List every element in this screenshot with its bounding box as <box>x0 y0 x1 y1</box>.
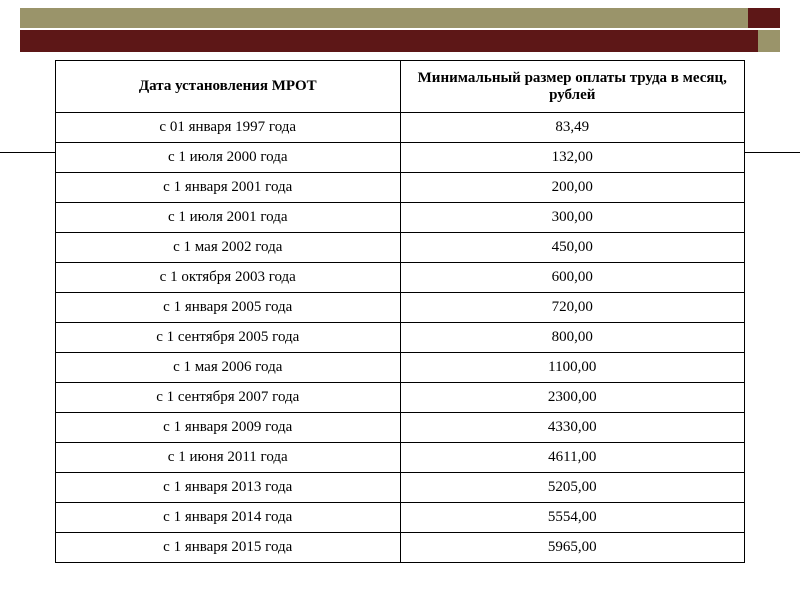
mrot-table-container: Дата установления МРОТ Минимальный разме… <box>55 60 745 563</box>
cell-amount: 5554,00 <box>400 503 745 533</box>
table-row: с 1 сентября 2005 года 800,00 <box>56 323 745 353</box>
cell-date: с 1 января 2005 года <box>56 293 401 323</box>
cell-amount: 1100,00 <box>400 353 745 383</box>
cell-date: с 1 июля 2000 года <box>56 143 401 173</box>
col-header-date: Дата установления МРОТ <box>56 61 401 113</box>
table-header-row: Дата установления МРОТ Минимальный разме… <box>56 61 745 113</box>
cell-date: с 1 января 2014 года <box>56 503 401 533</box>
table-row: с 01 января 1997 года 83,49 <box>56 113 745 143</box>
table-row: с 1 сентября 2007 года 2300,00 <box>56 383 745 413</box>
cell-amount: 132,00 <box>400 143 745 173</box>
table-row: с 1 июня 2011 года 4611,00 <box>56 443 745 473</box>
cell-amount: 800,00 <box>400 323 745 353</box>
cell-date: с 01 января 1997 года <box>56 113 401 143</box>
header-olive-bar <box>20 8 780 28</box>
cell-date: с 1 октября 2003 года <box>56 263 401 293</box>
cell-date: с 1 января 2009 года <box>56 413 401 443</box>
table-row: с 1 января 2001 года 200,00 <box>56 173 745 203</box>
table-row: с 1 июля 2001 года 300,00 <box>56 203 745 233</box>
cell-amount: 4611,00 <box>400 443 745 473</box>
table-row: с 1 января 2005 года 720,00 <box>56 293 745 323</box>
cell-date: с 1 сентября 2007 года <box>56 383 401 413</box>
header-accent-maroon-square <box>748 8 780 28</box>
cell-date: с 1 мая 2006 года <box>56 353 401 383</box>
cell-amount: 5205,00 <box>400 473 745 503</box>
cell-date: с 1 июня 2011 года <box>56 443 401 473</box>
table-row: с 1 января 2013 года 5205,00 <box>56 473 745 503</box>
cell-amount: 720,00 <box>400 293 745 323</box>
table-row: с 1 октября 2003 года 600,00 <box>56 263 745 293</box>
cell-date: с 1 мая 2002 года <box>56 233 401 263</box>
cell-amount: 5965,00 <box>400 533 745 563</box>
mrot-table: Дата установления МРОТ Минимальный разме… <box>55 60 745 563</box>
cell-amount: 300,00 <box>400 203 745 233</box>
table-row: с 1 января 2009 года 4330,00 <box>56 413 745 443</box>
cell-date: с 1 января 2013 года <box>56 473 401 503</box>
cell-amount: 83,49 <box>400 113 745 143</box>
table-row: с 1 июля 2000 года 132,00 <box>56 143 745 173</box>
cell-date: с 1 сентября 2005 года <box>56 323 401 353</box>
table-row: с 1 мая 2006 года 1100,00 <box>56 353 745 383</box>
header-accent-olive-square <box>758 30 780 52</box>
cell-amount: 4330,00 <box>400 413 745 443</box>
col-header-amount: Минимальный размер оплаты труда в месяц,… <box>400 61 745 113</box>
cell-amount: 450,00 <box>400 233 745 263</box>
table-row: с 1 января 2014 года 5554,00 <box>56 503 745 533</box>
cell-date: с 1 января 2001 года <box>56 173 401 203</box>
cell-date: с 1 января 2015 года <box>56 533 401 563</box>
cell-amount: 600,00 <box>400 263 745 293</box>
table-row: с 1 мая 2002 года 450,00 <box>56 233 745 263</box>
header-maroon-bar <box>20 30 780 52</box>
cell-amount: 200,00 <box>400 173 745 203</box>
table-row: с 1 января 2015 года 5965,00 <box>56 533 745 563</box>
cell-amount: 2300,00 <box>400 383 745 413</box>
cell-date: с 1 июля 2001 года <box>56 203 401 233</box>
